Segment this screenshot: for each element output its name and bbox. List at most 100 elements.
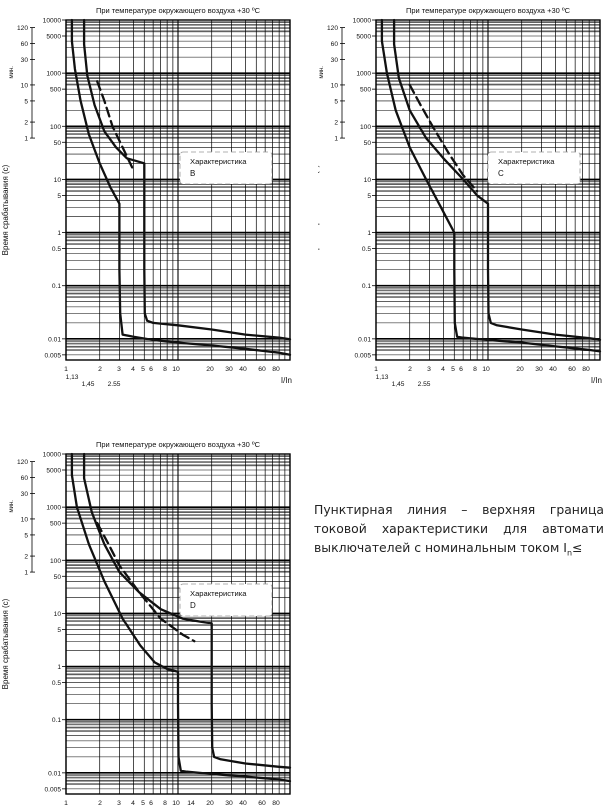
y-tick-label: 0.5: [52, 680, 61, 687]
x-tick-label-lower: 1,13: [376, 374, 389, 381]
chart-title: При температуре окружающего воздуха +30 …: [406, 6, 571, 15]
x-tick-label: 4: [131, 800, 135, 807]
x-tick-label: 2: [98, 800, 102, 807]
y-tick-label: 10: [54, 611, 62, 618]
x-tick-label: 10: [482, 366, 490, 373]
x-tick-label: 6: [459, 366, 463, 373]
y-axis-label: Время срабатывания (с): [1, 164, 10, 255]
y-tick-label: 0.1: [362, 283, 371, 290]
minute-tick-label: 10: [331, 82, 339, 89]
x-tick-label: 8: [473, 366, 477, 373]
minute-tick-label: 2: [334, 120, 338, 127]
x-tick-label: 1: [64, 800, 68, 807]
x-tick-label: 40: [239, 800, 247, 807]
x-tick-label: 40: [549, 366, 557, 373]
note-line-3-end: ≤: [572, 540, 583, 555]
x-tick-label: 2: [408, 366, 412, 373]
trip-curve-1: [70, 452, 292, 783]
x-tick-label-lower: 2.55: [418, 381, 431, 388]
legend-box: [487, 151, 581, 185]
y-tick-label: 5000: [356, 33, 371, 40]
legend-title: Характеристика: [190, 157, 247, 166]
trip-curve-2: [392, 18, 602, 341]
y-tick-label: 5: [57, 627, 61, 634]
grid: [65, 20, 290, 361]
x-tick-label: 10: [172, 366, 180, 373]
minute-tick-label: 2: [24, 554, 28, 561]
minute-tick-label: 60: [21, 475, 29, 482]
plot-frame: [65, 453, 291, 795]
characteristic-c-chart: При температуре окружающего воздуха +30 …: [318, 6, 602, 388]
y-axis-label: Время срабатывания (с): [1, 598, 10, 689]
y-tick-label: 0.1: [52, 717, 61, 724]
y-tick-label: 1: [57, 230, 61, 237]
y-tick-label: 10: [364, 177, 372, 184]
y-tick-label: 50: [364, 140, 372, 147]
x-tick-label: 8: [163, 800, 167, 807]
y-tick-label: 500: [50, 521, 61, 528]
trip-curve-2: [82, 18, 292, 341]
minutes-label: мин.: [9, 500, 15, 513]
x-tick-label-lower: 2.55: [108, 381, 121, 388]
dashed-upper-bound-curve: [96, 80, 135, 172]
x-tick-label: 80: [582, 366, 590, 373]
y-tick-label: 10000: [353, 18, 372, 25]
minute-tick-label: 10: [21, 516, 29, 523]
y-tick-label: 1000: [46, 505, 61, 512]
minute-tick-label: 1: [334, 136, 338, 143]
y-axis-label: Время срабатывания (с): [318, 164, 320, 255]
legend-box: [179, 151, 273, 185]
x-tick-label: 2: [98, 366, 102, 373]
minute-tick-label: 30: [331, 57, 339, 64]
minute-tick-label: 1: [24, 136, 28, 143]
x-axis-label: I/In: [591, 376, 602, 385]
minute-tick-label: 5: [24, 98, 28, 105]
legend: Характеристика B: [179, 151, 273, 185]
minute-tick-label: 60: [331, 41, 339, 48]
x-axis-label: I/In: [281, 376, 292, 385]
y-tick-label: 10000: [43, 18, 62, 25]
legend: Характеристика D: [179, 583, 273, 617]
x-tick-label: 30: [535, 366, 543, 373]
minute-tick-label: 60: [21, 41, 29, 48]
x-tick-label: 3: [117, 366, 121, 373]
y-tick-label: 0.1: [52, 283, 61, 290]
y-tick-label: 1: [57, 664, 61, 671]
legend-title: Характеристика: [498, 157, 555, 166]
x-tick-label: 3: [117, 800, 121, 807]
minutes-label: мин.: [9, 66, 15, 79]
note-line-3-text: выключателей с номинальным током I: [314, 540, 567, 555]
minute-tick-label: 30: [21, 491, 29, 498]
chart-title: При температуре окружающего воздуха +30 …: [96, 6, 261, 15]
minute-tick-label: 2: [24, 120, 28, 127]
y-tick-label: 100: [360, 124, 371, 131]
x-tick-label: 4: [131, 366, 135, 373]
chart-title: При температуре окружающего воздуха +30 …: [96, 440, 261, 449]
y-tick-label: 5000: [46, 467, 61, 474]
x-tick-label: 40: [239, 366, 247, 373]
y-tick-label: 100: [50, 558, 61, 565]
x-tick-label: 6: [149, 366, 153, 373]
characteristic-b-chart: При температуре окружающего воздуха +30 …: [1, 6, 292, 388]
minute-tick-label: 120: [17, 459, 28, 466]
y-tick-label: 10: [54, 177, 62, 184]
x-tick-label: 20: [206, 366, 214, 373]
y-tick-label: 500: [360, 87, 371, 94]
dashed-upper-bound-curve: [96, 521, 196, 643]
minute-tick-label: 1: [24, 570, 28, 577]
y-tick-label: 0.5: [52, 246, 61, 253]
y-tick-label: 0.01: [48, 336, 61, 343]
note-line-3: выключателей с номинальным током In≤: [314, 538, 604, 562]
minute-tick-label: 30: [21, 57, 29, 64]
legend: Характеристика C: [487, 151, 581, 185]
x-tick-label: 5: [451, 366, 455, 373]
dashed-line-note: Пунктирная линия – верхняя граница токов…: [314, 500, 604, 580]
note-line-2: токовой характеристики для автомати: [314, 521, 604, 536]
x-tick-label: 3: [427, 366, 431, 373]
minute-tick-label: 5: [24, 532, 28, 539]
dashed-upper-bound-curve: [408, 83, 479, 193]
x-tick-label-lower: 1,13: [66, 374, 79, 381]
x-tick-label-lower: 1,45: [392, 381, 405, 388]
legend-letter: C: [498, 169, 504, 178]
y-tick-label: 5: [57, 193, 61, 200]
